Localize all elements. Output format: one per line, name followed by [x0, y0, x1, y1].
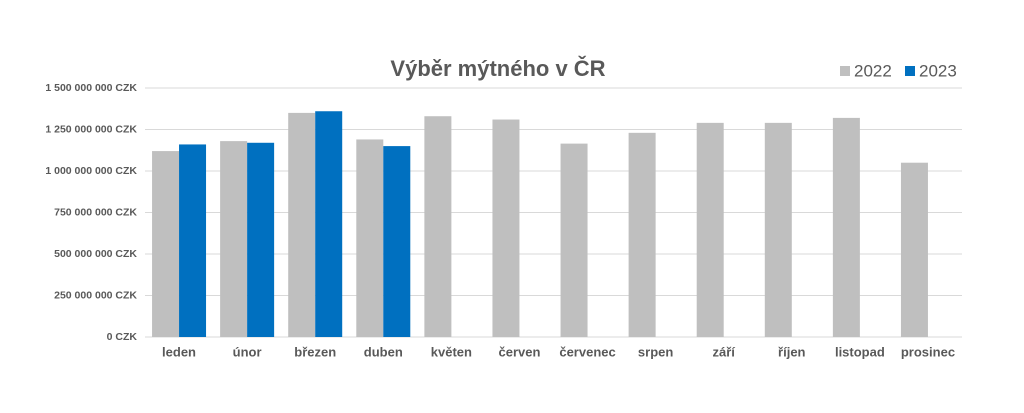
bar [492, 119, 520, 337]
bar [764, 122, 792, 337]
y-tick-label: 1 000 000 000 CZK [45, 165, 137, 177]
bar [628, 132, 656, 337]
y-tick-label: 1 250 000 000 CZK [45, 123, 137, 135]
x-tick-label: duben [364, 344, 403, 359]
y-tick-label: 1 500 000 000 CZK [45, 82, 137, 94]
bar [356, 139, 384, 337]
y-tick-label: 750 000 000 CZK [54, 206, 137, 218]
bar [220, 141, 248, 337]
bar [424, 116, 452, 337]
legend-swatch [905, 66, 915, 76]
x-tick-label: listopad [835, 344, 885, 359]
x-tick-label: březen [294, 344, 336, 359]
x-tick-label: říjen [778, 344, 806, 359]
y-tick-label: 0 CZK [107, 331, 138, 343]
x-tick-label: leden [162, 344, 196, 359]
bar [560, 143, 588, 337]
bar [832, 117, 860, 337]
bar [152, 151, 180, 337]
bar [900, 162, 928, 337]
legend-label: 2022 [854, 61, 892, 80]
y-tick-label: 250 000 000 CZK [54, 289, 137, 301]
bar [315, 111, 343, 338]
y-tick-label: 500 000 000 CZK [54, 248, 137, 260]
x-tick-label: prosinec [901, 344, 955, 359]
bar [179, 144, 207, 337]
x-tick-label: září [713, 344, 736, 359]
bar [247, 142, 275, 337]
x-tick-label: červen [498, 344, 540, 359]
bar [696, 122, 724, 337]
bar [288, 112, 316, 338]
x-tick-label: červenec [559, 344, 615, 359]
bar [383, 146, 411, 337]
x-tick-label: únor [233, 344, 262, 359]
x-tick-label: srpen [638, 344, 673, 359]
x-tick-label: květen [431, 344, 472, 359]
legend-swatch [840, 66, 850, 76]
chart-title: Výběr mýtného v ČR [390, 56, 605, 81]
legend-label: 2023 [919, 61, 957, 80]
